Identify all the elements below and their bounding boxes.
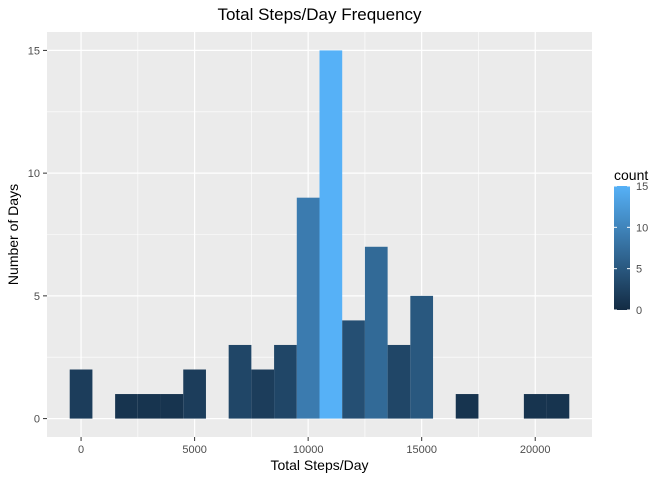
legend-tick-label: 0: [636, 305, 642, 317]
y-tick-label: 15: [28, 45, 40, 57]
histogram-bar: [296, 197, 320, 419]
legend-title: count: [614, 167, 648, 183]
x-tick-label: 20000: [520, 444, 551, 456]
histogram-bar: [387, 344, 411, 419]
x-axis-title: Total Steps/Day: [270, 457, 368, 473]
y-tick-label: 5: [34, 291, 40, 303]
y-tick-label: 0: [34, 414, 40, 426]
histogram-bar: [228, 344, 252, 419]
histogram-bar: [410, 295, 434, 419]
histogram-bar: [455, 394, 479, 419]
legend-tick-label: 15: [636, 181, 648, 193]
histogram-bar: [546, 394, 570, 419]
histogram-bar: [319, 50, 343, 419]
histogram-bar: [69, 369, 93, 419]
histogram-bar: [160, 394, 184, 419]
histogram-bar: [274, 344, 297, 419]
histogram-bar: [183, 369, 206, 419]
histogram-bar: [115, 394, 138, 419]
histogram-bar: [251, 369, 275, 419]
y-axis-title: Number of Days: [5, 184, 21, 285]
histogram-bar: [342, 320, 365, 419]
histogram-bar: [364, 246, 388, 419]
x-tick-label: 10000: [293, 444, 324, 456]
histogram-bar: [523, 394, 547, 419]
chart-title: Total Steps/Day Frequency: [217, 5, 422, 24]
legend-colorbar: [614, 186, 630, 310]
x-tick-label: 15000: [406, 444, 437, 456]
x-tick-label: 5000: [182, 444, 206, 456]
legend-tick-label: 10: [636, 222, 648, 234]
x-tick-label: 0: [78, 444, 84, 456]
legend-tick-label: 5: [636, 264, 642, 276]
y-tick-label: 10: [28, 168, 40, 180]
histogram-bar: [137, 394, 161, 419]
